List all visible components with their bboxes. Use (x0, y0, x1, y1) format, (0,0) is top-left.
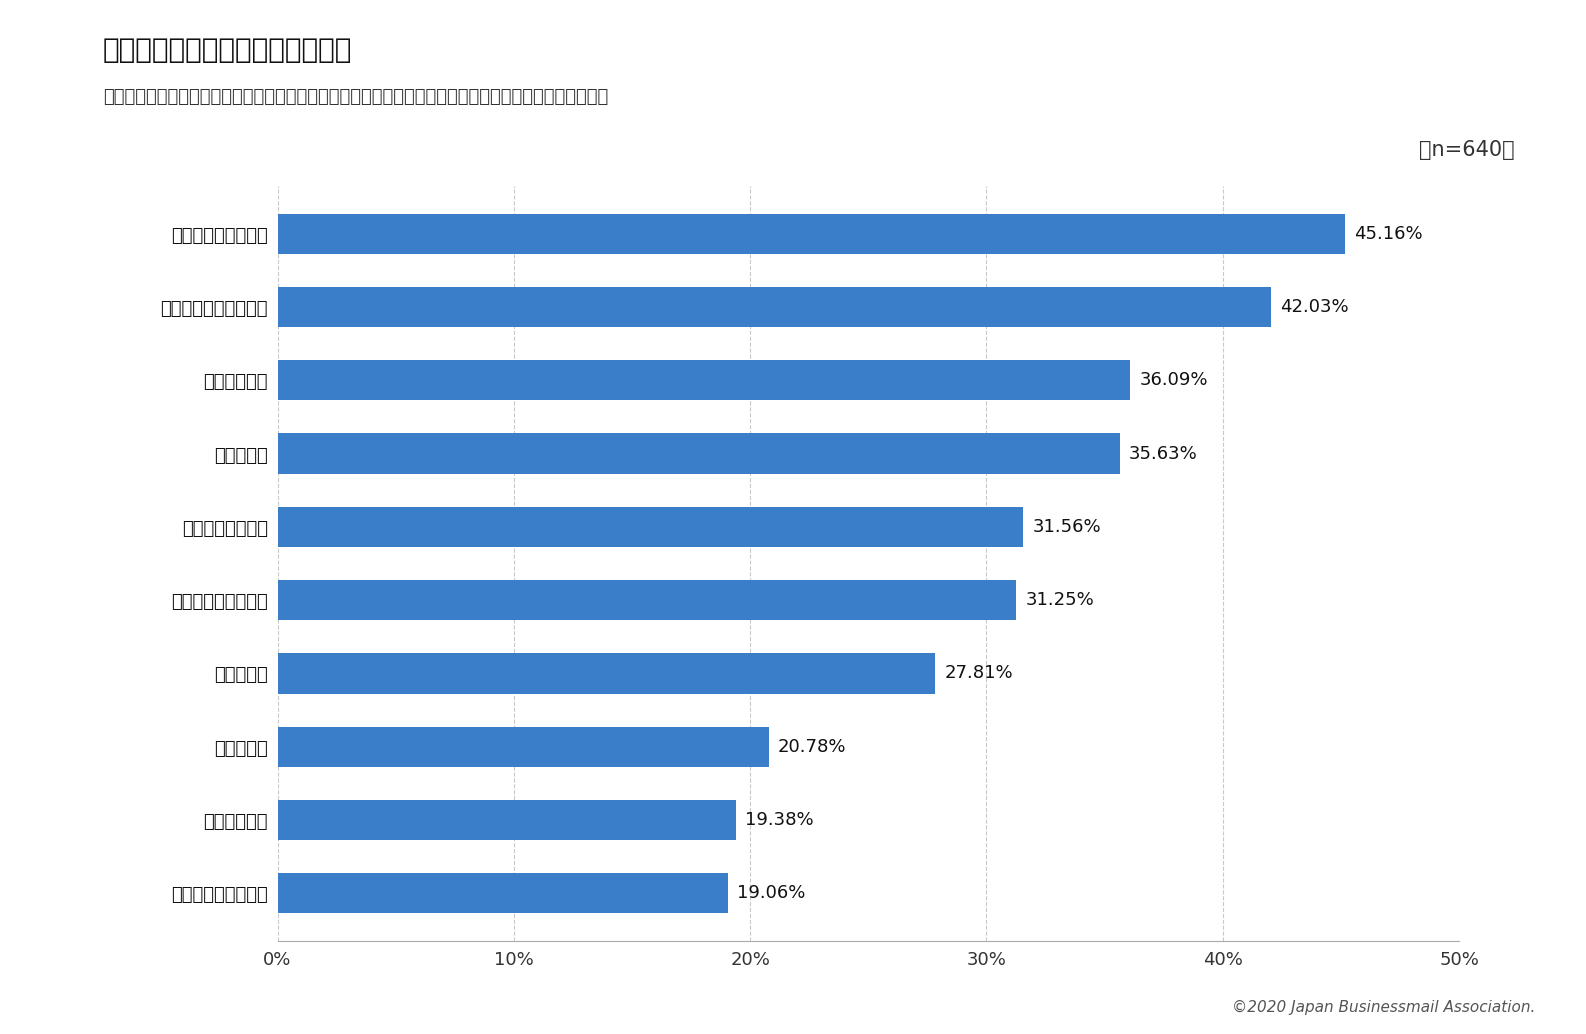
Text: ＜過去一年間に仕事でメールを受け取り、不快に感じたことが「よくある」「たまにある」と答えた方＞: ＜過去一年間に仕事でメールを受け取り、不快に感じたことが「よくある」「たまにある… (103, 88, 609, 105)
Text: 42.03%: 42.03% (1280, 298, 1348, 316)
Bar (278, 214, 1345, 254)
Bar (278, 727, 769, 767)
Text: ©2020 Japan Businessmail Association.: ©2020 Japan Businessmail Association. (1232, 1000, 1535, 1015)
Text: 35.63%: 35.63% (1129, 445, 1197, 462)
Text: 27.81%: 27.81% (944, 665, 1013, 682)
Text: 31.56%: 31.56% (1032, 518, 1101, 536)
Bar (278, 873, 728, 913)
Bar (278, 580, 1017, 620)
Text: 20.78%: 20.78% (779, 737, 847, 756)
Bar (278, 800, 736, 841)
Text: 45.16%: 45.16% (1354, 224, 1423, 243)
Text: 36.09%: 36.09% (1140, 371, 1209, 390)
Text: 31.25%: 31.25% (1026, 591, 1094, 609)
Bar (278, 360, 1131, 400)
Bar (278, 286, 1270, 327)
Text: 19.38%: 19.38% (745, 811, 814, 829)
Text: 19.06%: 19.06% (737, 884, 806, 903)
Text: 不快に感じた内容（複数回答可）: 不快に感じた内容（複数回答可） (103, 36, 352, 64)
Text: （n=640）: （n=640） (1419, 140, 1515, 159)
Bar (278, 433, 1120, 474)
Bar (278, 507, 1023, 547)
Bar (278, 653, 934, 694)
